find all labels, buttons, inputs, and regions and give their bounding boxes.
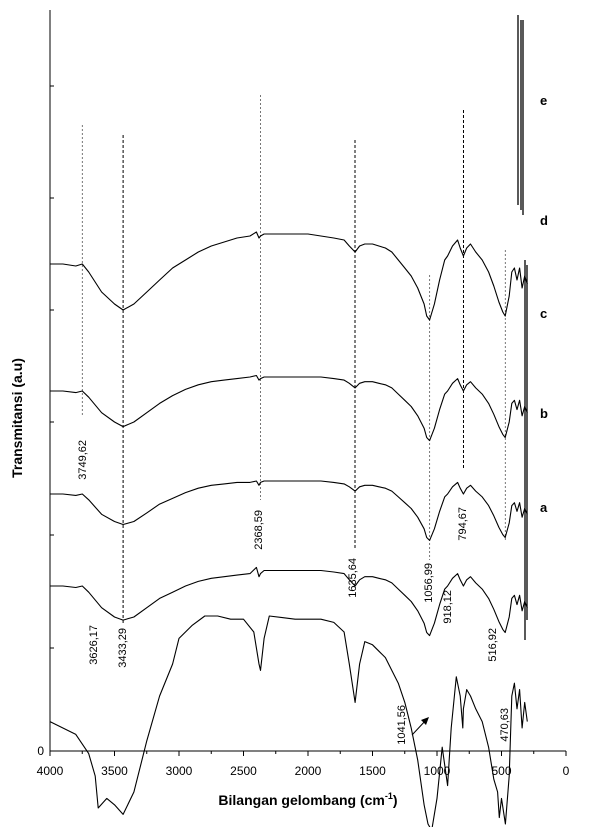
dashed-guides xyxy=(81,95,506,625)
series-label-d: d xyxy=(540,213,548,228)
series-label-e: e xyxy=(540,93,547,108)
series-label-a: a xyxy=(540,500,548,515)
series-label-b: b xyxy=(540,406,548,421)
peak-label-1056-99: 1056,99 xyxy=(423,563,435,603)
x-tick-label-1500: 1500 xyxy=(359,764,386,778)
x-axis-title-main: Bilangan gelombang (cm xyxy=(218,792,384,808)
x-tick-label-1000: 1000 xyxy=(424,764,451,778)
x-axis-title: Bilangan gelombang (cm-1) xyxy=(218,791,397,808)
y-axis-title: Transmitansi (a.u) xyxy=(9,358,25,478)
x-tick-label-2000: 2000 xyxy=(295,764,322,778)
spectrum-e xyxy=(50,231,528,321)
spectrum-c xyxy=(50,480,528,541)
peak-label-470-63: 470,63 xyxy=(499,708,511,742)
spectrum-d xyxy=(50,374,528,442)
x-axis-title-sup: -1 xyxy=(385,791,393,801)
y-tick-label-0: 0 xyxy=(37,744,44,758)
peak-labels: 3749,62 3626,17 3433,29 2368,59 1635,64 1056,… xyxy=(77,440,511,745)
x-tick-label-3500: 3500 xyxy=(101,764,128,778)
peak-label-2368-59: 2368,59 xyxy=(253,510,265,550)
spectra xyxy=(49,15,528,827)
spectrum-b xyxy=(50,566,528,637)
x-axis-title-end: ) xyxy=(393,792,398,808)
x-tick-label-3000: 3000 xyxy=(166,764,193,778)
x-ticks: 4000 3500 3000 2500 2000 1500 1000 500 0 xyxy=(37,751,570,778)
peak-label-3433-29: 3433,29 xyxy=(117,628,129,668)
arrowhead-icon xyxy=(421,717,429,725)
y-ticks: 0 xyxy=(37,744,44,758)
peak-label-794-67: 794,67 xyxy=(457,507,469,541)
peak-label-918-12: 918,12 xyxy=(442,590,454,624)
peak-label-3749-62: 3749,62 xyxy=(77,440,89,480)
peak-label-1041-56: 1041,56 xyxy=(396,705,408,745)
series-label-c: c xyxy=(540,306,547,321)
spectrum-a xyxy=(49,615,528,827)
x-tick-label-500: 500 xyxy=(491,764,511,778)
arrow-group xyxy=(411,717,429,736)
x-tick-label-2500: 2500 xyxy=(230,764,257,778)
x-tick-label-4000: 4000 xyxy=(37,764,64,778)
series-labels: a b c d e xyxy=(540,93,548,515)
x-tick-label-0: 0 xyxy=(563,764,570,778)
peak-label-1635-64: 1635,64 xyxy=(347,558,359,598)
peak-label-3626-17: 3626,17 xyxy=(88,625,100,665)
peak-label-516-92: 516,92 xyxy=(487,628,499,662)
